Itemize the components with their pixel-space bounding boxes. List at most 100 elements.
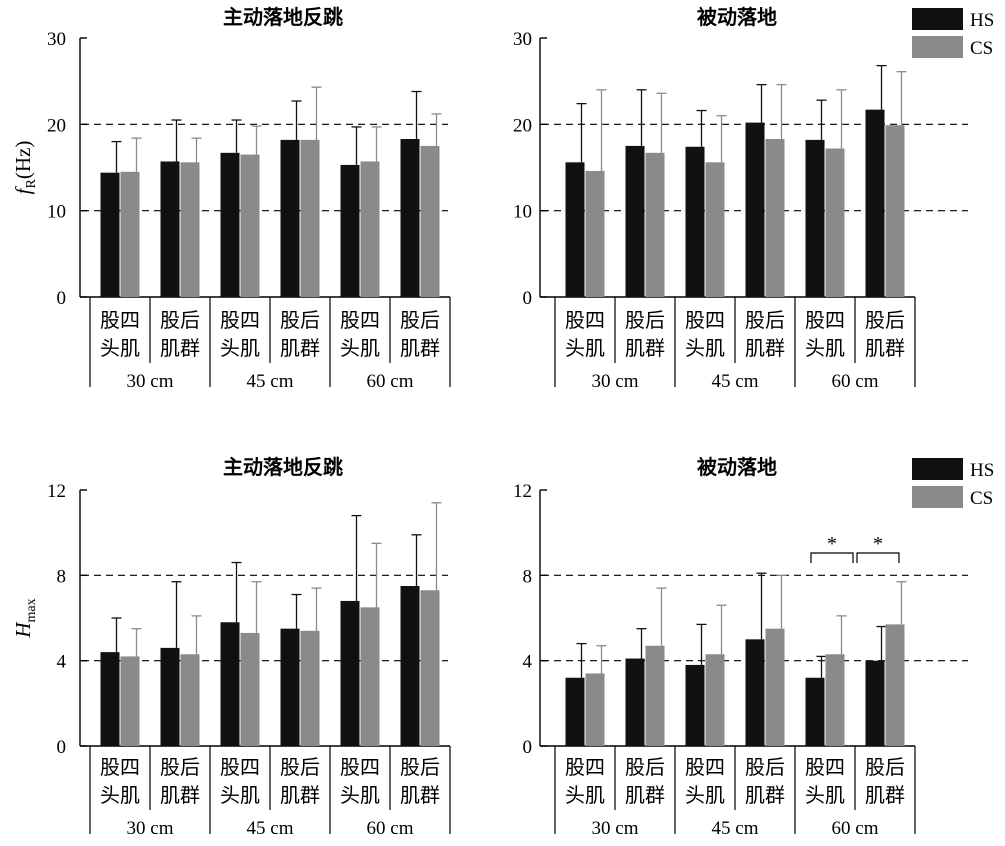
category-label-line2: 头肌 [685, 783, 725, 807]
category-label-line1: 股四 [685, 308, 725, 332]
chart-title: 被动落地 [697, 455, 777, 479]
category-label-line2: 头肌 [100, 336, 140, 360]
bar-hs [565, 162, 585, 297]
bar-cs [120, 656, 140, 746]
bar-hs [280, 628, 300, 746]
bar-hs [685, 146, 705, 297]
category-label-line1: 股后 [745, 755, 785, 779]
category-label-line1: 股四 [805, 755, 845, 779]
bar-cs [360, 161, 380, 297]
legend-label-hs: HS [970, 10, 994, 31]
bar-cs [300, 630, 320, 746]
category-label-line2: 肌群 [160, 336, 200, 360]
category-label-line2: 头肌 [805, 336, 845, 360]
y-tick-label: 0 [523, 737, 533, 758]
group-label: 60 cm [832, 371, 879, 392]
y-tick-label: 8 [523, 566, 533, 587]
bar-hs [805, 677, 825, 746]
category-label-line1: 股四 [220, 308, 260, 332]
category-label-line1: 股后 [280, 755, 320, 779]
legend-label-cs: CS [970, 488, 993, 509]
bar-cs [885, 624, 905, 746]
category-label-line2: 肌群 [625, 783, 665, 807]
bar-cs [825, 654, 845, 746]
group-label: 45 cm [247, 818, 294, 839]
category-label-line1: 股四 [100, 755, 140, 779]
y-tick-label: 0 [57, 288, 67, 309]
y-tick-label: 30 [47, 29, 66, 50]
bar-hs [400, 139, 420, 297]
bar-cs [585, 673, 605, 746]
category-label-line2: 头肌 [220, 783, 260, 807]
bar-cs [705, 654, 725, 746]
category-label-line2: 肌群 [280, 783, 320, 807]
y-tick-label: 10 [47, 202, 66, 223]
category-label-line2: 头肌 [565, 783, 605, 807]
group-label: 30 cm [127, 818, 174, 839]
category-label-line2: 头肌 [100, 783, 140, 807]
bar-hs [340, 164, 360, 297]
bar-cs [180, 654, 200, 746]
category-label-line2: 肌群 [400, 336, 440, 360]
y-tick-label: 20 [47, 115, 66, 136]
bar-hs [805, 139, 825, 297]
category-label-line1: 股四 [685, 755, 725, 779]
category-label-line1: 股后 [400, 755, 440, 779]
group-label: 30 cm [592, 371, 639, 392]
category-label-line1: 股四 [565, 308, 605, 332]
group-label: 60 cm [367, 818, 414, 839]
category-label-line1: 股后 [865, 755, 905, 779]
bar-hs [340, 600, 360, 746]
y-tick-label: 12 [513, 481, 532, 502]
bar-hs [280, 139, 300, 297]
chart-title: 主动落地反跳 [223, 455, 343, 479]
bar-cs [420, 590, 440, 746]
bar-cs [765, 628, 785, 746]
category-label-line1: 股后 [625, 308, 665, 332]
legend-1: HS CS [912, 8, 994, 59]
category-label-line2: 肌群 [280, 336, 320, 360]
y-tick-label: 10 [513, 202, 532, 223]
bar-hs [625, 658, 645, 746]
bar-hs [160, 647, 180, 746]
bar-cs [360, 607, 380, 746]
legend-2: HS CS [912, 458, 994, 509]
y-tick-label: 12 [47, 481, 66, 502]
y-tick-label: 0 [57, 737, 67, 758]
bar-cs [300, 139, 320, 297]
legend-swatch-cs [912, 36, 963, 58]
bar-hs [100, 172, 120, 297]
category-label-line1: 股后 [625, 755, 665, 779]
category-label-line1: 股四 [220, 755, 260, 779]
bar-hs [625, 145, 645, 297]
bar-hs [220, 152, 240, 297]
significance-bracket [856, 552, 900, 563]
group-label: 30 cm [592, 818, 639, 839]
bar-hs [220, 622, 240, 746]
y-axis-label-main: H [11, 621, 35, 639]
bar-hs [400, 586, 420, 746]
chart-title: 被动落地 [697, 5, 777, 29]
category-label-line2: 头肌 [340, 783, 380, 807]
bar-cs [240, 632, 260, 746]
category-label-line1: 股后 [160, 308, 200, 332]
category-label-line2: 肌群 [745, 783, 785, 807]
legend-swatch-hs [912, 458, 963, 480]
chart-panel-1: 主动落地反跳0102030股四头肌股后肌群股四头肌股后肌群股四头肌股后肌群30 … [11, 5, 451, 392]
y-axis-label-main: f [11, 185, 35, 194]
bar-hs [685, 664, 705, 746]
category-label-line1: 股四 [805, 308, 845, 332]
legend-swatch-hs [912, 8, 963, 30]
legend-label-cs: CS [970, 38, 993, 59]
category-label-line2: 头肌 [685, 336, 725, 360]
y-tick-label: 4 [523, 652, 533, 673]
category-label-line2: 头肌 [805, 783, 845, 807]
y-axis-label: Hmax [11, 598, 39, 638]
group-label: 45 cm [247, 371, 294, 392]
y-tick-label: 20 [513, 115, 532, 136]
category-label-line1: 股四 [100, 308, 140, 332]
bar-cs [705, 162, 725, 297]
category-label-line2: 头肌 [220, 336, 260, 360]
